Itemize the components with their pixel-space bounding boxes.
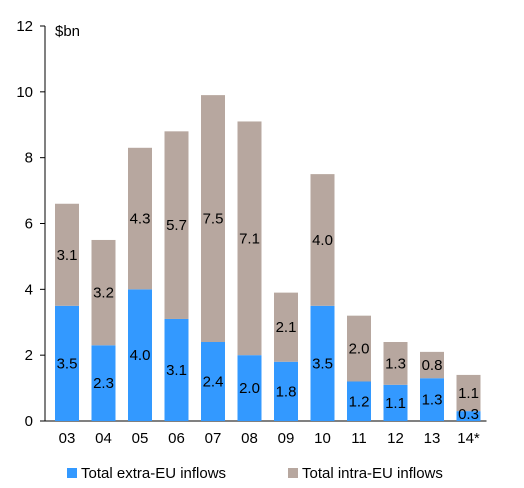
legend-label-extra-eu: Total extra-EU inflows: [81, 465, 226, 482]
data-label-intra-eu: 1.1: [458, 385, 479, 402]
data-label-extra-eu: 3.1: [166, 362, 187, 379]
y-axis-unit-label: $bn: [55, 23, 80, 40]
data-label-extra-eu: 2.0: [239, 380, 260, 397]
legend-label-intra-eu: Total intra-EU inflows: [302, 465, 443, 482]
data-label-intra-eu: 7.5: [203, 211, 224, 228]
data-label-intra-eu: 0.8: [422, 357, 443, 374]
legend: Total extra-EU inflows Total intra-EU in…: [67, 465, 443, 482]
x-tick-label: 06: [168, 430, 185, 447]
x-tick-label: 10: [314, 430, 331, 447]
data-label-intra-eu: 4.0: [312, 232, 333, 249]
x-tick-label: 07: [205, 430, 222, 447]
x-tick-label: 12: [387, 430, 404, 447]
bar-extra-eu: [55, 305, 79, 421]
data-label-intra-eu: 2.0: [349, 341, 370, 358]
data-label-intra-eu: 7.1: [239, 230, 260, 247]
x-ticks: 03 04 05 06 07 08 09 10 11 12 13 14*: [59, 430, 480, 447]
data-label-extra-eu: 0.3: [458, 406, 479, 423]
data-label-intra-eu: 3.1: [57, 247, 78, 264]
data-label-extra-eu: 1.3: [422, 392, 443, 409]
data-label-extra-eu: 3.5: [312, 355, 333, 372]
bars: [55, 95, 481, 421]
x-tick-label: 04: [95, 430, 112, 447]
x-tick-label: 03: [59, 430, 76, 447]
bar-intra-eu: [201, 95, 225, 342]
data-labels: 3.5 3.1 2.3 3.2 4.0 4.3 3.1 5.7 2.4 7.5 2.0 7.1 1.8 2…: [57, 211, 479, 423]
x-tick-label: 14*: [457, 430, 480, 447]
bar-intra-eu: [55, 203, 79, 306]
bar-intra-eu: [128, 147, 152, 290]
bar-extra-eu: [128, 289, 152, 421]
data-label-extra-eu: 4.0: [130, 347, 151, 364]
data-label-extra-eu: 1.1: [385, 395, 406, 412]
data-label-intra-eu: 4.3: [130, 211, 151, 228]
bar-intra-eu: [91, 239, 116, 346]
bar-intra-eu: [274, 292, 298, 362]
x-tick-label: 13: [424, 430, 441, 447]
bar-intra-eu: [164, 131, 189, 319]
x-tick-label: 05: [132, 430, 149, 447]
data-label-extra-eu: 2.3: [93, 375, 114, 392]
data-label-intra-eu: 5.7: [166, 217, 187, 234]
data-label-intra-eu: 2.1: [276, 319, 297, 336]
x-tick-label: 09: [278, 430, 295, 447]
y-axis: 0 2 4 6 8 10 12: [16, 18, 46, 430]
bar-intra-eu: [310, 174, 335, 306]
bar-extra-eu: [347, 381, 371, 421]
bar-extra-eu: [383, 384, 408, 421]
y-tick-label: 12: [16, 18, 33, 35]
bar-extra-eu: [201, 342, 225, 421]
data-label-intra-eu: 1.3: [385, 355, 406, 372]
data-label-intra-eu: 3.2: [93, 285, 114, 302]
data-label-extra-eu: 1.8: [276, 383, 297, 400]
data-label-extra-eu: 1.2: [349, 393, 370, 410]
y-tick-label: 10: [16, 84, 33, 101]
bar-intra-eu: [383, 342, 408, 385]
y-tick-label: 2: [25, 347, 33, 364]
x-tick-label: 11: [351, 430, 367, 447]
legend-swatch-intra-eu: [288, 468, 298, 478]
y-tick-label: 0: [25, 413, 33, 430]
y-tick-label: 4: [25, 281, 33, 298]
y-ticks: 0 2 4 6 8 10 12: [16, 18, 45, 430]
bar-intra-eu: [237, 121, 262, 356]
legend-swatch-extra-eu: [67, 468, 77, 478]
bar-intra-eu: [456, 374, 481, 412]
bar-intra-eu: [347, 315, 371, 382]
x-tick-label: 08: [241, 430, 258, 447]
bar-extra-eu: [91, 345, 116, 421]
y-tick-label: 6: [25, 216, 33, 233]
y-tick-label: 8: [25, 150, 33, 167]
bar-extra-eu: [164, 318, 189, 421]
bar-extra-eu: [456, 411, 481, 421]
x-axis: 03 04 05 06 07 08 09 10 11 12 13 14*: [45, 420, 487, 447]
bar-intra-eu: [420, 351, 444, 379]
bar-extra-eu: [420, 378, 444, 421]
bar-extra-eu: [310, 305, 335, 421]
data-label-extra-eu: 3.5: [57, 355, 78, 372]
bar-extra-eu: [274, 361, 298, 421]
bar-extra-eu: [237, 355, 262, 421]
data-label-extra-eu: 2.4: [203, 374, 224, 391]
